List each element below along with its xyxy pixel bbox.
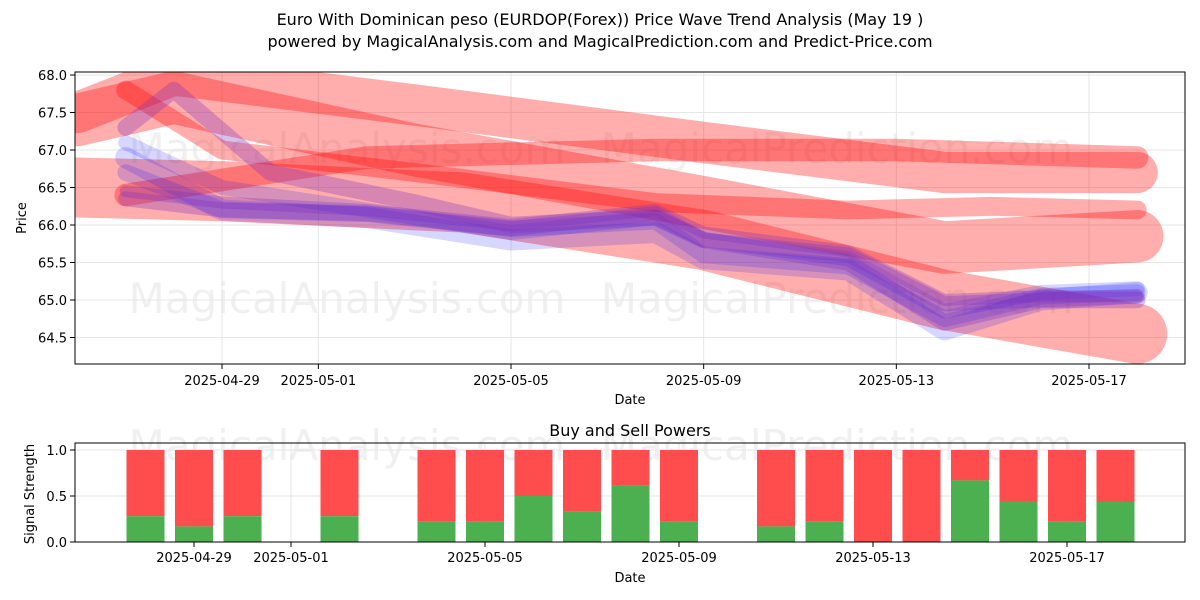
x-tick-label: 2025-04-29 <box>156 551 232 566</box>
sell-power-bar <box>466 450 504 522</box>
buy-power-bar <box>514 496 553 542</box>
signal-axes: 2025-04-29 2025-05-01 2025-05-05 2025-05-09… <box>46 444 1104 566</box>
x-tick-label: 2025-05-17 <box>1051 374 1127 389</box>
buy-power-bar <box>805 521 844 542</box>
x-tick-label: 2025-05-13 <box>835 551 911 566</box>
x-tick-label: 2025-05-01 <box>281 374 357 389</box>
watermark-text: MagicalPrediction.com <box>601 124 1074 173</box>
x-tick-label: 2025-05-09 <box>666 374 742 389</box>
signal-bars <box>126 450 1135 542</box>
x-tick-label: 2025-05-17 <box>1029 551 1105 566</box>
sell-power-bar <box>223 450 262 517</box>
red-wave-band <box>116 80 1147 220</box>
y-tick-label: 64.5 <box>38 332 67 347</box>
price-x-axis-label: Date <box>614 393 645 408</box>
watermark-text: MagicalAnalysis.com <box>129 124 566 173</box>
sell-power-bar <box>175 450 213 527</box>
signal-y-axis-label: Signal Strength <box>23 444 38 544</box>
watermark-layer: MagicalAnalysis.com MagicalPrediction.co… <box>129 124 1074 470</box>
y-tick-label: 65.0 <box>38 294 67 309</box>
red-wave-band <box>75 72 1164 274</box>
buy-power-bar <box>660 521 698 542</box>
sell-power-bar <box>126 450 165 517</box>
sell-power-bar <box>514 450 553 496</box>
sell-power-bar <box>854 450 892 542</box>
sell-power-bar <box>660 450 698 522</box>
price-axes: 2025-04-29 2025-05-01 2025-05-05 2025-05-09… <box>38 69 1127 389</box>
signal-x-axis-label: Date <box>614 571 645 586</box>
sell-power-bar <box>999 450 1038 502</box>
signal-chart-title: Buy and Sell Powers <box>549 421 711 440</box>
price-grid <box>75 72 1185 364</box>
x-tick-label: 2025-05-09 <box>641 551 717 566</box>
price-plot-frame <box>74 71 1186 365</box>
x-tick-label: 2025-05-05 <box>473 374 549 389</box>
buy-power-bar <box>1096 501 1135 542</box>
sell-power-bar <box>1048 450 1086 522</box>
buy-power-bar <box>466 521 504 542</box>
y-tick-label: 66.5 <box>38 182 67 197</box>
y-tick-label: 0.0 <box>46 536 67 551</box>
sell-power-bar <box>805 450 844 522</box>
price-bands <box>75 72 1168 364</box>
sell-power-bar <box>757 450 795 527</box>
price-y-axis-label: Price <box>15 202 30 234</box>
blue-wave-band <box>118 135 1145 319</box>
purple-wave-band <box>117 81 1146 331</box>
sell-power-bar <box>563 450 601 512</box>
chart-title: Euro With Dominican peso (EURDOP(Forex))… <box>276 10 924 29</box>
buy-power-bar <box>951 480 989 542</box>
red-wave-band <box>75 157 1168 364</box>
purple-wave-band <box>119 185 1144 306</box>
blue-wave-band <box>115 147 1148 341</box>
buy-power-bar <box>175 526 213 542</box>
y-tick-label: 0.5 <box>46 490 67 505</box>
chart-subtitle: powered by MagicalAnalysis.com and Magic… <box>267 32 933 51</box>
x-tick-label: 2025-05-01 <box>253 551 329 566</box>
x-tick-label: 2025-04-29 <box>184 374 260 389</box>
sell-power-bar <box>1096 450 1135 502</box>
x-tick-label: 2025-05-05 <box>447 551 523 566</box>
buy-power-bar <box>223 516 262 542</box>
purple-wave-band <box>118 191 1145 312</box>
y-tick-label: 67.0 <box>38 144 67 159</box>
blue-wave-band <box>117 164 1146 328</box>
signal-plot-frame <box>74 442 1186 543</box>
x-tick-label: 2025-05-13 <box>859 374 935 389</box>
sell-power-bar <box>951 450 989 481</box>
buy-power-bar <box>563 511 601 542</box>
y-tick-label: 68.0 <box>38 69 67 84</box>
watermark-text: MagicalAnalysis.com <box>129 274 566 323</box>
buy-power-bar <box>757 526 795 542</box>
buy-power-bar <box>126 516 165 542</box>
y-tick-label: 67.5 <box>38 107 67 122</box>
red-wave-band <box>75 72 1158 194</box>
sell-power-bar <box>611 450 650 486</box>
buy-power-bar <box>320 516 359 542</box>
y-tick-label: 1.0 <box>46 444 67 459</box>
buy-power-bar <box>999 501 1038 542</box>
buy-power-bar <box>1048 521 1086 542</box>
sell-power-bar <box>320 450 359 517</box>
y-tick-label: 66.0 <box>38 219 67 234</box>
sell-power-bar <box>902 450 941 542</box>
sell-power-bar <box>417 450 456 522</box>
buy-power-bar <box>417 521 456 542</box>
buy-power-bar <box>611 485 650 542</box>
watermark-text: MagicalPrediction.com <box>601 274 1074 323</box>
red-wave-band <box>114 138 1149 207</box>
y-tick-label: 65.5 <box>38 257 67 272</box>
